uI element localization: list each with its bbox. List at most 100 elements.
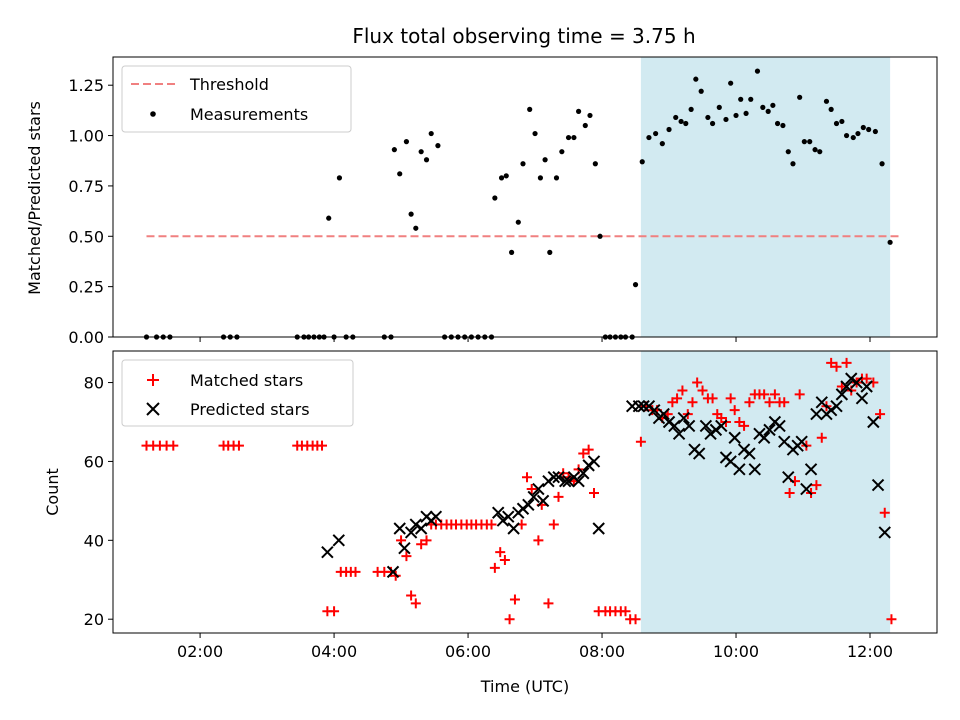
measurements-point (833, 120, 840, 127)
matched-stars-point (350, 566, 361, 577)
measurements-point (866, 126, 872, 133)
shaded-observing-window (640, 57, 891, 337)
threshold-legend-label: Threshold (189, 75, 269, 94)
measurements-point (683, 120, 689, 127)
measurements-point (817, 149, 823, 155)
predicted-stars-point (648, 403, 661, 417)
matched-stars-point (509, 594, 520, 605)
predicted-stars-point (637, 400, 650, 413)
measurements-point (754, 68, 761, 74)
measurements-point (326, 215, 332, 221)
measurements-point (532, 130, 538, 137)
predicted-stars-series (321, 372, 891, 579)
predicted-stars-point (871, 478, 885, 492)
measurements-point (428, 130, 434, 137)
measurements-point (587, 112, 593, 119)
predicted-stars-point (668, 419, 681, 433)
predicted-stars-point (662, 415, 676, 429)
matched-stars-point (317, 440, 328, 451)
measurements-point (839, 118, 845, 125)
predicted-stars-point (855, 392, 869, 405)
measurements-point (850, 134, 856, 141)
matched-stars-point (725, 393, 736, 404)
predicted-stars-point (562, 474, 575, 488)
predicted-stars-point (536, 494, 550, 508)
predicted-stars-point (321, 545, 334, 559)
measurements-point (666, 126, 672, 133)
matched-stars-point (504, 614, 515, 625)
predicted-stars-point (587, 455, 601, 468)
predicted-stars-point (429, 510, 443, 523)
predicted-stars-point (522, 498, 535, 512)
measurements-point (559, 149, 565, 155)
matched-stars-point (779, 397, 790, 408)
measurements-point (537, 175, 544, 181)
ratio-y-axis-label: Matched/Predicted stars (25, 101, 44, 295)
predicted-stars-point (709, 423, 723, 437)
predicted-stars-point (409, 518, 423, 531)
matched-stars-point (630, 614, 641, 625)
measurements-point (639, 159, 645, 165)
predicted-stars-point (516, 502, 530, 515)
measurements-point (673, 114, 679, 121)
matched-stars-point (729, 405, 740, 416)
predicted-stars-point (743, 447, 756, 460)
measurements-point (733, 112, 739, 119)
measurements-point (515, 219, 521, 225)
matched-stars-series (141, 357, 897, 625)
predicted-stars-point (393, 522, 406, 535)
measurements-point (571, 134, 577, 141)
matched-stars-point (495, 547, 506, 558)
predicted-stars-point (502, 510, 515, 523)
counts-y-axis-label: Count (43, 468, 62, 516)
measurements-point (728, 80, 734, 86)
matched-stars-point (687, 397, 698, 408)
measurements-point (693, 76, 699, 82)
predicted-stars-point (815, 396, 828, 409)
predicted-stars-point (800, 482, 813, 496)
measurements-point (887, 239, 893, 245)
measurements-point (797, 94, 803, 100)
matched-stars-point (831, 361, 842, 372)
measurements-point (879, 161, 885, 167)
predicted-stars-point (682, 419, 696, 433)
matched-stars-point (168, 440, 179, 451)
x-axis-label: Time (UTC) (480, 677, 569, 696)
predicted-stars-point (804, 463, 818, 476)
measurements-point (336, 175, 343, 181)
measurements-point (843, 132, 850, 139)
measurements-point (492, 195, 498, 201)
matched-stars-point (233, 440, 244, 451)
matched-stars-point (620, 606, 631, 617)
predicted-stars-point (582, 459, 595, 472)
shaded-observing-window (640, 351, 891, 633)
predicted-stars-point (773, 419, 786, 433)
y-tick-label: 60 (84, 452, 104, 471)
measurements-point (575, 108, 582, 114)
matched-stars-point (583, 444, 594, 455)
predicted-stars-point (830, 400, 843, 413)
predicted-stars-point (542, 474, 555, 488)
measurements-point (418, 149, 424, 155)
predicted-stars-point (878, 526, 891, 539)
measurements-point (582, 122, 588, 129)
predicted-stars-point (527, 490, 540, 504)
predicted-stars-point (386, 565, 400, 579)
predicted-stars-point (558, 474, 572, 488)
matched-stars-point (875, 409, 886, 420)
x-tick-label: 06:00 (445, 642, 491, 661)
predicted-stars-point (677, 411, 690, 425)
measurements-point (743, 110, 749, 117)
measurements-point (738, 96, 744, 102)
predicted-stars-point (404, 526, 418, 539)
predicted-stars-point (496, 514, 510, 527)
measurements-legend-swatch (150, 111, 156, 117)
matched-stars-point (841, 357, 852, 368)
matched-stars-point (826, 357, 837, 368)
y-tick-label: 0.25 (68, 278, 104, 297)
predicted-stars-point (552, 471, 565, 484)
matched-stars-point (548, 519, 559, 530)
predicted-stars-point (860, 380, 873, 393)
ratio-legend: Threshold Measurements (121, 65, 352, 133)
